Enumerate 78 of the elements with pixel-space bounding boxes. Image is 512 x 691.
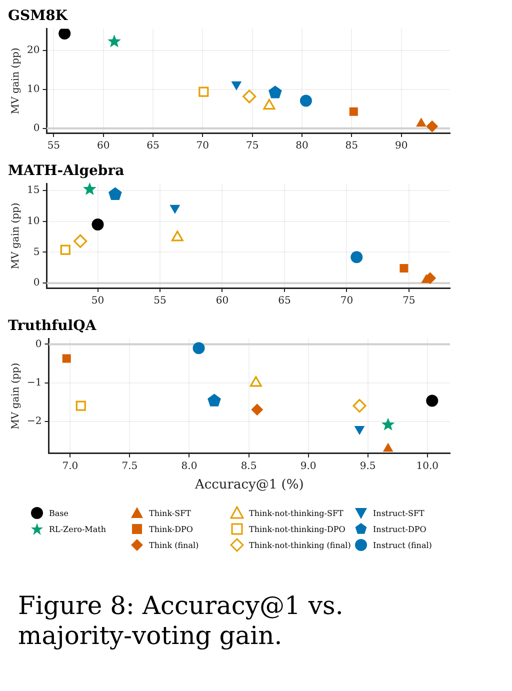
chart-title: GSM8K [8,8,68,24]
legend-label: Instruct-SFT [373,508,424,518]
point [171,230,184,242]
legend-label: Think-SFT [149,508,191,518]
x-tick-label: 60 [96,140,110,152]
y-tick-label: 0 [33,278,40,289]
point [74,234,88,248]
y-tick-label: 15 [26,185,40,196]
point [268,86,282,98]
legend-label: RL-Zero-Math [49,524,106,534]
x-tick-label: 75 [246,140,259,152]
y-tick-label: 10 [26,216,40,228]
y-tick-label: 5 [33,246,40,258]
x-tick-label: 55 [47,140,60,152]
legend-label: Think (final) [149,540,199,550]
x-tick-label: 10.0 [416,460,439,472]
point [416,118,426,127]
x-tick-label: 8.0 [181,460,198,472]
x-axis-title: Accuracy@1 (%) [194,478,304,493]
y-axis-title: MV gain (pp) [10,202,22,270]
point [426,120,438,132]
legend-label: Think-not-thinking-DPO [249,524,346,534]
x-tick-label: 70 [340,296,354,307]
chart-title: TruthfulQA [8,318,98,334]
y-tick-label: 10 [26,84,40,96]
point [242,90,256,104]
point [349,107,358,116]
x-tick-label: 8.5 [240,460,257,472]
x-tick-label: 7.5 [122,460,138,472]
chart-title: MATH-Algebra [8,163,124,180]
x-tick-label: 9.0 [300,460,316,472]
x-tick-label: 80 [296,140,308,152]
point [108,34,121,48]
y-axis-title: MV gain (pp) [10,362,22,430]
y-tick-label: 0 [35,338,42,350]
legend-label: Think-not-thinking (final) [249,540,351,550]
x-tick-label: 85 [345,140,358,152]
point [83,182,96,196]
point [251,404,264,416]
legend-label: Think-DPO [149,524,193,534]
point [381,418,395,430]
point [62,354,71,363]
legend-label: Think-not-thinking-SFT [249,508,344,518]
point [300,94,312,107]
x-tick-label: 65 [146,140,160,152]
point [58,28,71,40]
point [76,400,86,411]
x-tick-label: 50 [91,296,104,307]
y-tick-label: −2 [26,416,42,428]
y-tick-label: −1 [26,378,42,389]
x-tick-label: 70 [196,140,210,152]
point [350,251,363,264]
point [382,442,394,452]
point [426,394,438,407]
point [208,394,221,406]
x-tick-label: 7.0 [62,460,78,472]
legend-label: Instruct (final) [373,540,432,550]
y-tick-label: 0 [33,122,40,134]
point [352,398,366,413]
x-tick-label: 65 [278,296,291,307]
point [198,86,209,97]
point [92,218,104,230]
caption: Figure 8: Accuracy@1 vs. majority-voting gain. [18,591,344,651]
x-tick-label: 9.5 [360,460,376,472]
x-tick-label: 90 [394,140,408,152]
legend-label: Instruct-DPO [373,524,426,534]
point [263,98,276,110]
point [400,264,408,273]
y-tick-label: 20 [26,45,40,56]
point [108,187,122,200]
x-tick-label: 60 [216,296,229,307]
point [250,376,262,387]
x-tick-label: 55 [154,296,166,307]
point [60,244,70,255]
legend-label: Base [49,508,68,518]
x-tick-label: 75 [402,296,416,307]
point [192,342,205,354]
y-axis-title: MV gain (pp) [10,48,22,114]
